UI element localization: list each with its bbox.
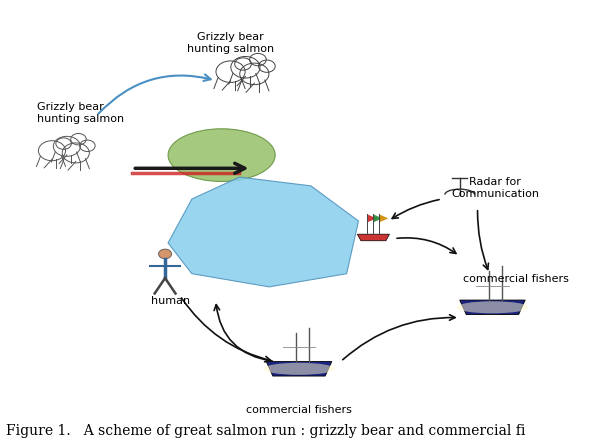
Text: Radar for
Communication: Radar for Communication [451,177,539,198]
Text: Figure 1.   A scheme of great salmon run : grizzly bear and commercial fi: Figure 1. A scheme of great salmon run :… [6,423,526,438]
Ellipse shape [168,129,275,182]
Text: Grizzly bear
hunting salmon: Grizzly bear hunting salmon [187,32,274,54]
Polygon shape [168,177,359,287]
Ellipse shape [456,301,529,313]
Polygon shape [379,214,388,222]
Text: Grizzly bear
hunting salmon: Grizzly bear hunting salmon [37,103,124,124]
Polygon shape [460,300,525,315]
Text: commercial fishers: commercial fishers [246,405,352,415]
Polygon shape [367,214,376,222]
Polygon shape [358,234,389,241]
Polygon shape [266,362,332,376]
Ellipse shape [263,363,335,375]
Polygon shape [373,214,382,222]
Text: commercial fishers: commercial fishers [463,274,569,284]
Circle shape [158,249,172,259]
Text: human: human [151,296,191,306]
